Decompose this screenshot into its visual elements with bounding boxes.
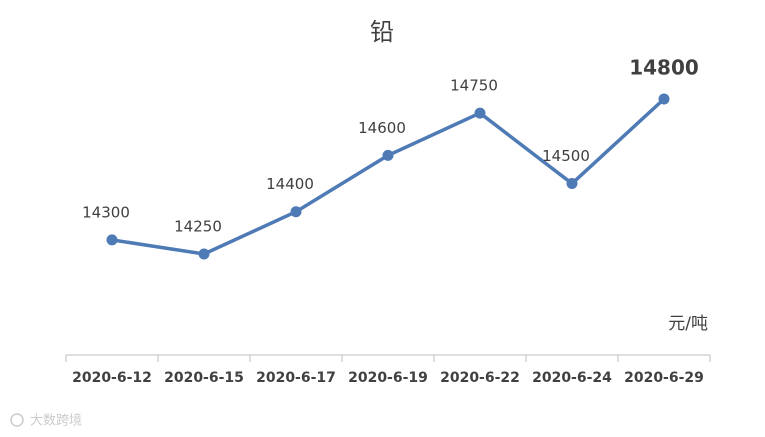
data-label: 14400 bbox=[266, 175, 314, 193]
x-tick-label: 2020-6-15 bbox=[164, 370, 244, 386]
x-tick-label: 2020-6-24 bbox=[532, 370, 612, 386]
data-label: 14250 bbox=[174, 218, 222, 236]
data-label: 14300 bbox=[82, 203, 130, 221]
point bbox=[198, 248, 210, 260]
x-tick-label: 2020-6-29 bbox=[624, 370, 704, 386]
point bbox=[290, 206, 302, 218]
point bbox=[566, 178, 578, 190]
point bbox=[106, 234, 118, 246]
point bbox=[474, 107, 486, 119]
x-tick-label: 2020-6-22 bbox=[440, 370, 520, 386]
point bbox=[382, 149, 394, 161]
x-tick-label: 2020-6-17 bbox=[256, 370, 336, 386]
unit-label: 元/吨 bbox=[668, 314, 708, 334]
watermark: 大数跨境 bbox=[30, 414, 82, 429]
data-label: 14500 bbox=[542, 147, 590, 165]
watermark-logo bbox=[10, 413, 24, 427]
data-label: 14750 bbox=[450, 77, 498, 95]
x-tick-label: 2020-6-19 bbox=[348, 370, 428, 386]
chart-title: 铅 bbox=[370, 18, 394, 46]
point bbox=[658, 93, 670, 105]
x-tick-label: 2020-6-12 bbox=[72, 370, 152, 386]
data-label: 14800 bbox=[629, 56, 699, 80]
data-label: 14600 bbox=[358, 119, 406, 137]
